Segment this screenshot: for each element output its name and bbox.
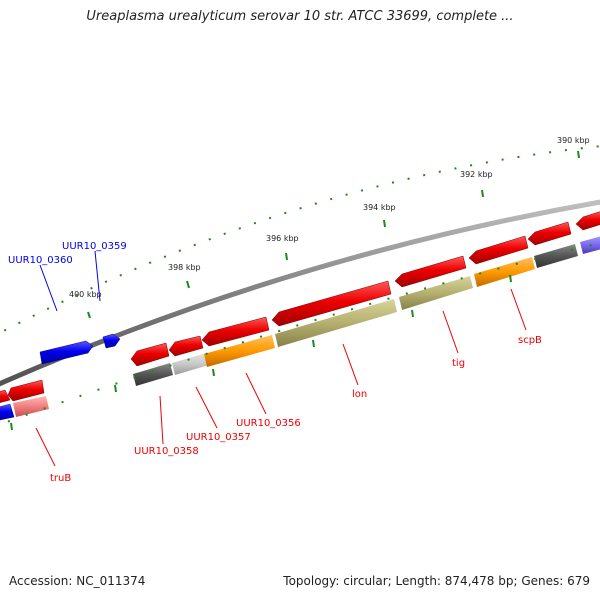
major-tick-390 [577, 150, 580, 159]
tick-label-392: 392 kbp [460, 170, 493, 179]
tick-label-396: 396 kbp [266, 234, 299, 243]
gene-label-truB[interactable]: truB [50, 473, 71, 484]
gene-label-scpB[interactable]: scpB [518, 335, 542, 346]
gene-UUR10_0357[interactable] [168, 335, 204, 357]
gene-label-UUR10_0358[interactable]: UUR10_0358 [134, 446, 199, 457]
gene-UUR10_0360[interactable] [39, 340, 94, 365]
leader-lon [342, 343, 359, 386]
gene-label-UUR10_0356[interactable]: UUR10_0356 [236, 418, 301, 429]
gene-lon[interactable] [271, 280, 392, 327]
tick-label-398: 398 kbp [168, 263, 201, 272]
gene-red-right[interactable] [527, 221, 572, 246]
tick-label-400: 400 kbp [69, 290, 102, 299]
cog-dark-segment-1 [133, 363, 173, 386]
genome-summary-text: Topology: circular; Length: 874,478 bp; … [283, 574, 590, 588]
cog-orange-segment-1 [204, 335, 275, 367]
major-tick-394 [383, 219, 386, 228]
cog-light-segment [172, 353, 209, 375]
cog-olive-segment-1 [275, 299, 397, 347]
gene-label-UUR10_0360[interactable]: UUR10_0360 [8, 255, 73, 266]
major-tick-396 [285, 252, 288, 261]
leader-truB [35, 427, 56, 467]
leader-UUR10_0357 [195, 386, 218, 429]
leader-UUR10_0359 [94, 250, 101, 302]
gene-tig[interactable] [394, 255, 467, 288]
gene-red-edge[interactable] [0, 389, 11, 404]
gene-UUR10_0358[interactable] [130, 342, 170, 367]
inner-major-tick-3 [212, 368, 215, 377]
inner-major-tick-2 [114, 384, 117, 393]
gene-truB[interactable] [7, 379, 45, 402]
leader-tig [442, 310, 459, 354]
map-title: Ureaplasma urealyticum serovar 10 str. A… [86, 9, 514, 24]
inner-scale-ring [0, 241, 600, 431]
cog-olive-segment-2 [399, 276, 473, 310]
leader-UUR10_0360 [39, 264, 58, 312]
outer-tick-dots [0, 145, 600, 334]
major-tick-400 [87, 311, 91, 319]
cog-dark-segment-2 [534, 244, 578, 268]
gene-red-edge-right[interactable] [575, 211, 600, 231]
outer-scale-ring [0, 145, 600, 334]
inner-major-tick-4 [312, 339, 315, 348]
gene-UUR10_0359[interactable] [102, 333, 121, 349]
gene-UUR10_0356[interactable] [201, 316, 270, 347]
leader-scpB [510, 288, 527, 331]
accession-text: Accession: NC_011374 [9, 574, 146, 588]
cog-category-band [0, 236, 600, 420]
cog-pink-segment [13, 396, 49, 417]
inner-major-tick-1 [10, 422, 13, 431]
cog-blue-segment [0, 404, 13, 420]
leader-UUR10_0356 [245, 372, 267, 415]
reverse-strand-genes [0, 211, 600, 404]
label-leader-lines [35, 250, 527, 467]
tick-label-394: 394 kbp [363, 203, 396, 212]
inner-major-tick-6 [509, 274, 512, 283]
inner-major-tick-5 [411, 309, 414, 318]
gene-scpB[interactable] [468, 235, 529, 265]
cog-orange-segment-2 [474, 257, 535, 287]
gene-label-UUR10_0359[interactable]: UUR10_0359 [62, 241, 127, 252]
gene-label-lon[interactable]: lon [352, 389, 367, 400]
tick-label-390: 390 kbp [557, 136, 590, 145]
leader-UUR10_0358 [159, 395, 164, 445]
major-tick-398 [186, 280, 190, 289]
gene-label-tig[interactable]: tig [452, 358, 465, 369]
major-tick-392 [481, 189, 484, 198]
gene-label-UUR10_0357[interactable]: UUR10_0357 [186, 432, 251, 443]
